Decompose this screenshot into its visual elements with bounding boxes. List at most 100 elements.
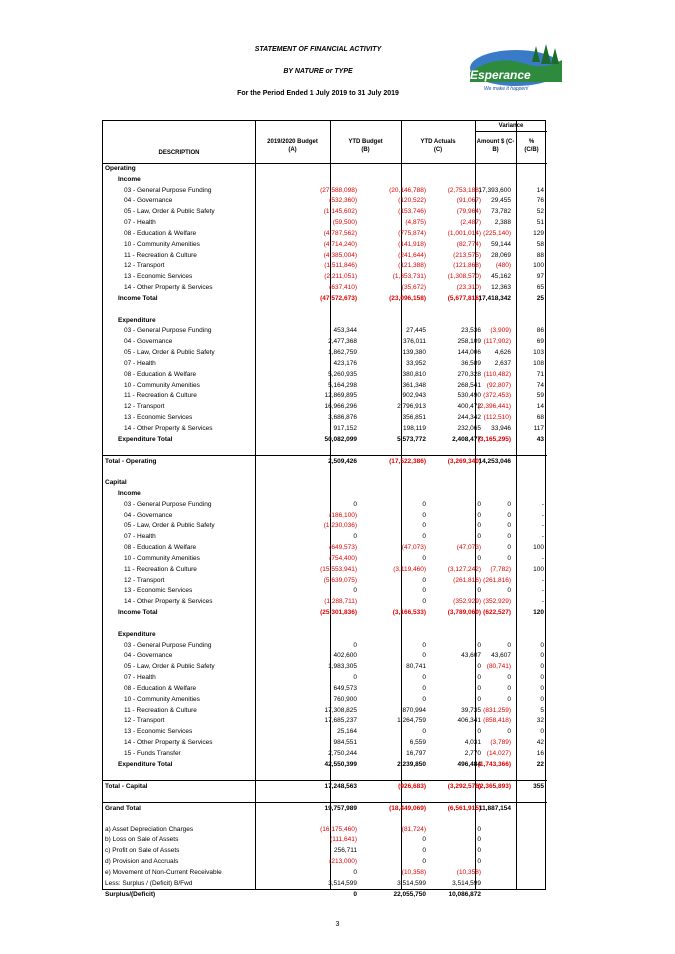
row-value: 0 [422, 511, 426, 519]
row-value: 355 [533, 783, 544, 791]
row-description: Operating [105, 165, 136, 172]
row-value: 80,741 [406, 663, 426, 671]
logo-wordmark: Esperance [470, 68, 531, 82]
row-value: 68 [536, 414, 544, 422]
table-row: 14 - Other Property & Services (637,410) (… [103, 282, 547, 293]
row-value: 361,348 [402, 381, 427, 389]
row-value: 4,031 [464, 738, 481, 746]
row-value: 17,248,563 [324, 783, 357, 791]
row-description: 05 - Law, Order & Public Safety [124, 663, 215, 671]
table-row: 04 - Governance 402,600 0 43,607 43,607 0 [103, 650, 547, 661]
sec-row: Capital [103, 477, 547, 488]
row-value: (352,929) [483, 598, 511, 606]
row-value: (3,909) [490, 327, 511, 335]
row-value: (112,510) [483, 414, 511, 422]
note-row: a) Asset Depreciation Charges (16,175,460… [103, 824, 547, 835]
row-value: 376,011 [402, 338, 426, 346]
row-value: (27,588,098) [320, 186, 357, 194]
sub-row: Income [103, 174, 547, 185]
table-row: 14 - Other Property & Services 984,551 6,5… [103, 737, 547, 748]
row-description: 11 - Recreation & Culture [124, 392, 197, 400]
row-value: 0 [477, 728, 481, 736]
row-value: 0 [477, 587, 481, 595]
row-value: (775,874) [398, 229, 426, 237]
spacer-row [103, 769, 547, 780]
row-value: 870,994 [402, 706, 427, 714]
row-description: a) Asset Depreciation Charges [105, 825, 194, 833]
spacer-row [103, 791, 547, 802]
row-value: 902,943 [402, 392, 427, 400]
table-row: 03 - General Purpose Funding 0 0 0 0 - [103, 499, 547, 510]
row-value: (111,641) [330, 836, 357, 844]
row-value: 3,514,599 [397, 879, 426, 887]
row-value: (4,714,240) [323, 240, 357, 248]
row-value: 0 [422, 836, 426, 844]
row-value: (35,672) [401, 284, 426, 292]
row-value: - [541, 587, 544, 595]
row-value: - [541, 576, 544, 584]
row-description: 14 - Other Property & Services [124, 598, 213, 606]
sub-row: Expenditure [103, 315, 547, 326]
row-value: 0 [507, 511, 511, 519]
row-value: 43,607 [461, 652, 481, 660]
spacer-row [103, 445, 547, 456]
table-row: 08 - Education & Welfare 649,573 0 0 0 0 [103, 683, 547, 694]
row-value: 120 [533, 609, 544, 617]
row-value: 65 [536, 284, 544, 292]
row-value: (2,365,893) [477, 783, 511, 791]
row-description: 14 - Other Property & Services [124, 424, 213, 432]
row-value: 36,589 [461, 359, 481, 367]
table-row: 13 - Economic Services 0 0 0 0 - [103, 585, 547, 596]
row-value: - [541, 522, 544, 530]
row-value: - [541, 554, 544, 562]
row-value: 71 [536, 370, 544, 378]
row-value: 649,573 [333, 684, 358, 692]
row-value: 0 [422, 858, 426, 866]
row-value: 400,472 [457, 403, 482, 411]
spacer-row [103, 466, 547, 477]
row-value: 0 [477, 825, 481, 833]
row-value: 5,260,935 [328, 370, 357, 378]
row-value: 0 [353, 533, 357, 541]
row-value: 12,363 [491, 284, 511, 292]
row-value: 0 [540, 695, 544, 703]
row-value: (25,301,836) [320, 609, 357, 617]
row-value: (82,774) [456, 240, 481, 248]
row-value: 760,900 [333, 695, 358, 703]
row-value: 0 [422, 641, 426, 649]
row-value: (1,353,731) [392, 273, 426, 281]
table-row: 12 - Transport 17,685,237 1,264,759 406,341… [103, 715, 547, 726]
logo-tagline: We make it happen! [484, 86, 529, 92]
row-value: (16,175,460) [320, 825, 357, 833]
row-value: (213,575) [453, 251, 481, 259]
row-value: 1,983,305 [328, 663, 357, 671]
row-value: (4,787,562) [323, 229, 357, 237]
row-description: 05 - Law, Order & Public Safety [124, 522, 215, 530]
row-value: 0 [507, 500, 511, 508]
row-value: 0 [540, 684, 544, 692]
table-row: 03 - General Purpose Funding 0 0 0 0 0 [103, 640, 547, 651]
row-value: (23,310) [456, 284, 481, 292]
row-value: 23,536 [461, 327, 481, 335]
row-value: 117 [533, 424, 544, 432]
row-value: 0 [422, 684, 426, 692]
table-row: 13 - Economic Services 3,686,876 356,851 24… [103, 412, 547, 423]
row-value: 2,509,426 [328, 458, 357, 466]
row-value: (2,396,441) [477, 403, 511, 411]
row-value: 0 [507, 533, 511, 541]
row-value: (3,789,060) [447, 609, 481, 617]
row-description: 03 - General Purpose Funding [124, 500, 212, 508]
row-value: (117,902) [483, 338, 511, 346]
row-value: 17,308,825 [324, 706, 357, 714]
row-value: (14,027) [486, 749, 511, 757]
row-value: (80,741) [486, 663, 511, 671]
row-value: 356,851 [402, 414, 427, 422]
row-value: 39,735 [461, 706, 481, 714]
row-value: 0 [422, 554, 426, 562]
table-row: 05 - Law, Order & Public Safety 1,983,305… [103, 661, 547, 672]
table-row: 14 - Other Property & Services 917,152 198… [103, 423, 547, 434]
row-value: 139,380 [402, 349, 427, 357]
row-value: (121,868) [453, 262, 481, 270]
row-value: (637,410) [329, 284, 357, 292]
row-value: 3,686,876 [328, 414, 357, 422]
